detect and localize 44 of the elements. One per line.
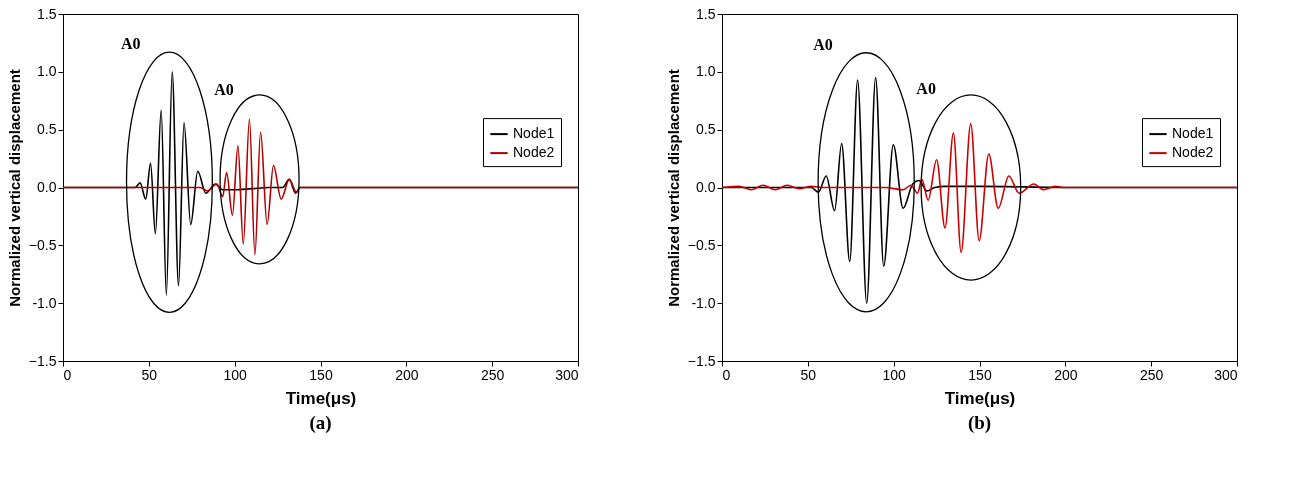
legend-label: Node2 xyxy=(513,144,555,161)
annotation: A0 xyxy=(916,80,936,98)
line-series xyxy=(62,118,579,256)
x-tick-label: 150 xyxy=(968,366,992,383)
legend-label: Node1 xyxy=(1172,125,1214,142)
y-tick-label: 1.0 xyxy=(696,63,716,80)
x-tick-label: 100 xyxy=(223,366,248,383)
x-tick-label: 200 xyxy=(395,366,419,383)
y-tick-label: -1.0 xyxy=(32,294,57,311)
y-axis-title: Normalized vertical displacement xyxy=(664,69,682,307)
x-axis-title: Time(μs) xyxy=(285,388,357,408)
y-tick-label: 1.5 xyxy=(696,5,716,22)
y-tick-label: 1.5 xyxy=(37,5,57,22)
y-tick-label: 0.0 xyxy=(37,179,57,195)
x-tick-label: 250 xyxy=(1139,366,1164,383)
y-axis-title: Normalized vertical displacement xyxy=(5,69,23,307)
y-tick-label: −1.5 xyxy=(28,352,57,369)
annotation: A0 xyxy=(121,35,141,53)
y-tick-label: 0.0 xyxy=(696,179,716,195)
x-tick-label: 300 xyxy=(555,366,579,383)
x-tick-label: 300 xyxy=(1214,366,1238,383)
x-tick-label: 150 xyxy=(309,366,333,383)
y-tick-label: -1.0 xyxy=(691,294,716,311)
y-tick-label: 0.5 xyxy=(37,121,57,138)
x-tick-label: 50 xyxy=(141,366,158,383)
legend-label: Node2 xyxy=(1172,144,1214,161)
x-tick-label: 250 xyxy=(480,366,505,383)
annotation: A0 xyxy=(813,35,833,53)
y-tick-label: 0.5 xyxy=(696,121,716,138)
x-tick-label: 50 xyxy=(800,366,817,383)
y-tick-label: −0.5 xyxy=(687,236,716,253)
annotation: A0 xyxy=(214,80,234,98)
y-tick-label: −1.5 xyxy=(687,352,716,369)
text: (b) xyxy=(967,412,992,434)
x-tick-label: 100 xyxy=(882,366,907,383)
y-tick-label: −0.5 xyxy=(28,236,57,253)
x-tick-label: 200 xyxy=(1054,366,1078,383)
legend-label: Node1 xyxy=(513,125,555,142)
y-tick-label: 1.0 xyxy=(37,63,57,80)
x-tick-label: 0 xyxy=(722,366,731,383)
x-axis-title: Time(μs) xyxy=(944,388,1016,408)
text: (a) xyxy=(309,412,332,434)
line-series xyxy=(721,123,1238,254)
x-tick-label: 0 xyxy=(63,366,72,383)
